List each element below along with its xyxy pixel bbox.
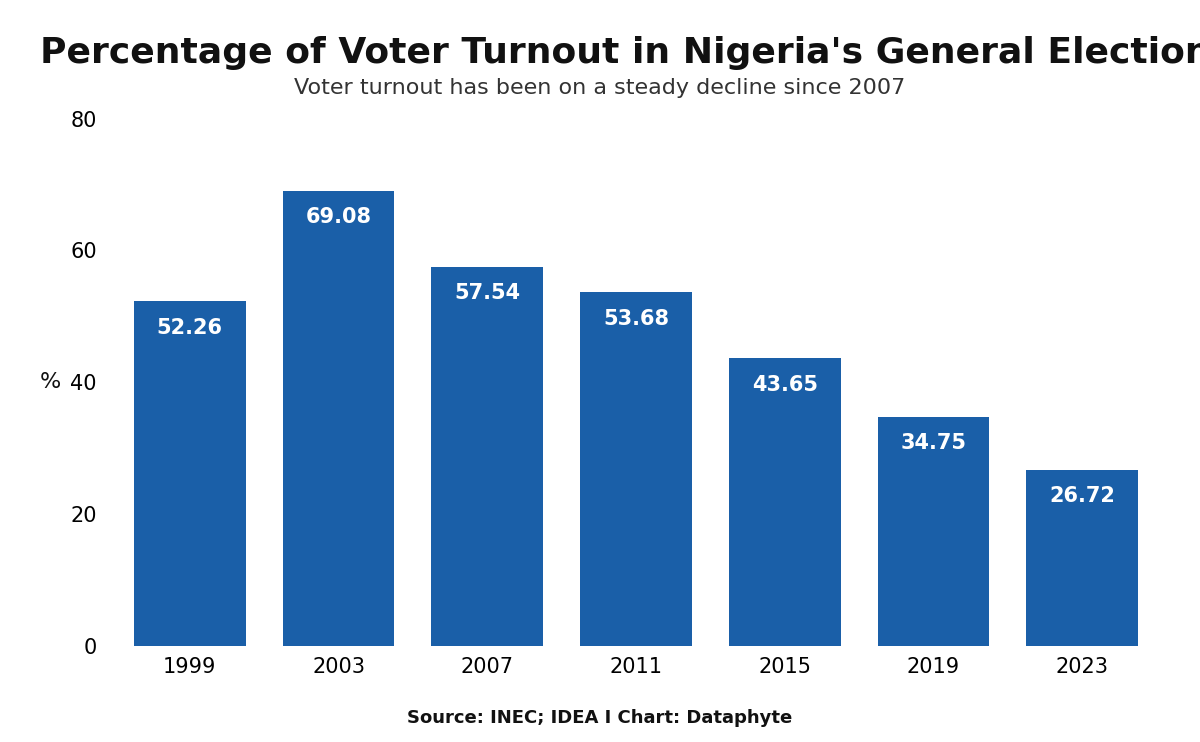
Text: 26.72: 26.72 xyxy=(1049,486,1115,506)
Title: Percentage of Voter Turnout in Nigeria's General Elections: Percentage of Voter Turnout in Nigeria's… xyxy=(40,36,1200,70)
Text: 34.75: 34.75 xyxy=(900,433,966,453)
Text: 53.68: 53.68 xyxy=(604,309,670,329)
Bar xyxy=(877,417,989,646)
Text: %: % xyxy=(40,372,60,392)
Text: 57.54: 57.54 xyxy=(455,283,521,303)
Bar xyxy=(134,301,246,646)
Text: 69.08: 69.08 xyxy=(306,207,372,227)
Text: 52.26: 52.26 xyxy=(157,318,223,338)
Bar xyxy=(432,266,544,646)
Text: 43.65: 43.65 xyxy=(751,375,817,395)
Text: Source: INEC; IDEA I Chart: Dataphyte: Source: INEC; IDEA I Chart: Dataphyte xyxy=(407,709,793,727)
Bar xyxy=(728,358,840,646)
Bar xyxy=(581,292,691,646)
Text: Voter turnout has been on a steady decline since 2007: Voter turnout has been on a steady decli… xyxy=(294,78,906,98)
Bar xyxy=(1026,470,1138,646)
Bar xyxy=(283,191,395,646)
